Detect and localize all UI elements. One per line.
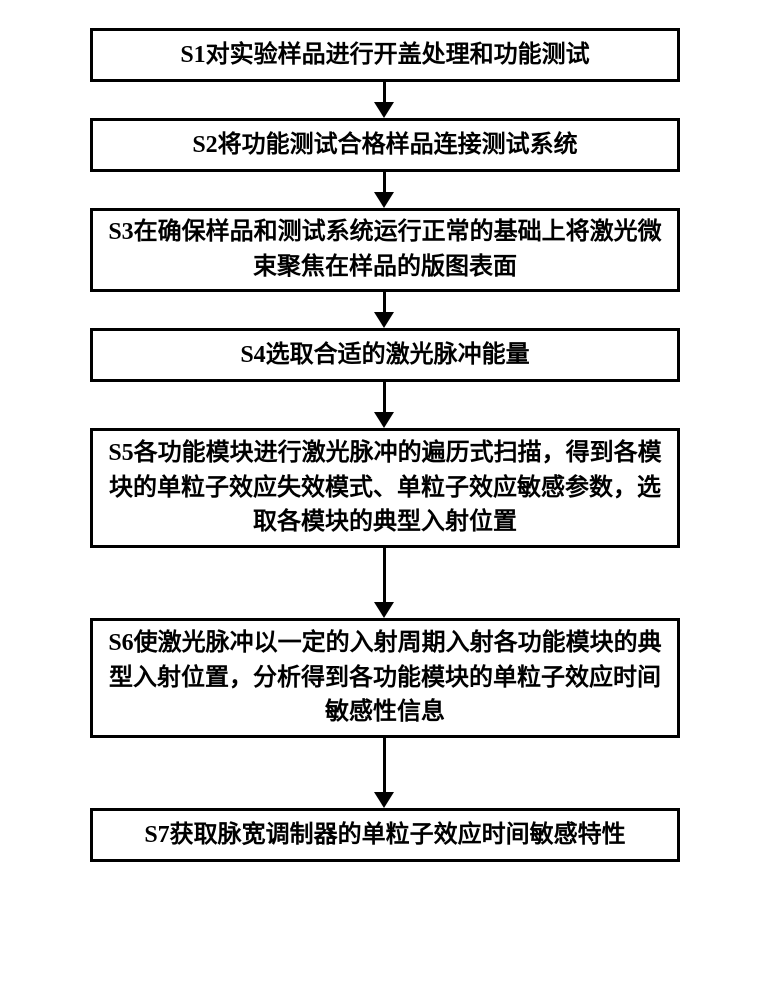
arrow-head-icon xyxy=(374,192,394,208)
arrow-s5-s6 xyxy=(374,548,394,618)
arrow-shaft xyxy=(383,548,386,602)
step-s6: S6使激光脉冲以一定的入射周期入射各功能模块的典型入射位置，分析得到各功能模块的… xyxy=(90,618,680,738)
arrow-shaft xyxy=(383,292,386,312)
step-s4: S4选取合适的激光脉冲能量 xyxy=(90,328,680,382)
arrow-head-icon xyxy=(374,412,394,428)
arrow-shaft xyxy=(383,82,386,102)
step-s5: S5各功能模块进行激光脉冲的遍历式扫描，得到各模块的单粒子效应失效模式、单粒子效… xyxy=(90,428,680,548)
arrow-s4-s5 xyxy=(374,382,394,428)
arrow-head-icon xyxy=(374,792,394,808)
arrow-shaft xyxy=(383,382,386,412)
step-s7: S7获取脉宽调制器的单粒子效应时间敏感特性 xyxy=(90,808,680,862)
step-s1: S1对实验样品进行开盖处理和功能测试 xyxy=(90,28,680,82)
arrow-s3-s4 xyxy=(374,292,394,328)
step-s2: S2将功能测试合格样品连接测试系统 xyxy=(90,118,680,172)
arrow-shaft xyxy=(383,738,386,792)
arrow-head-icon xyxy=(374,312,394,328)
arrow-s2-s3 xyxy=(374,172,394,208)
step-s3: S3在确保样品和测试系统运行正常的基础上将激光微束聚焦在样品的版图表面 xyxy=(90,208,680,292)
flowchart-canvas: S1对实验样品进行开盖处理和功能测试 S2将功能测试合格样品连接测试系统 S3在… xyxy=(0,0,768,1000)
arrow-head-icon xyxy=(374,102,394,118)
arrow-s6-s7 xyxy=(374,738,394,808)
arrow-head-icon xyxy=(374,602,394,618)
arrow-s1-s2 xyxy=(374,82,394,118)
arrow-shaft xyxy=(383,172,386,192)
